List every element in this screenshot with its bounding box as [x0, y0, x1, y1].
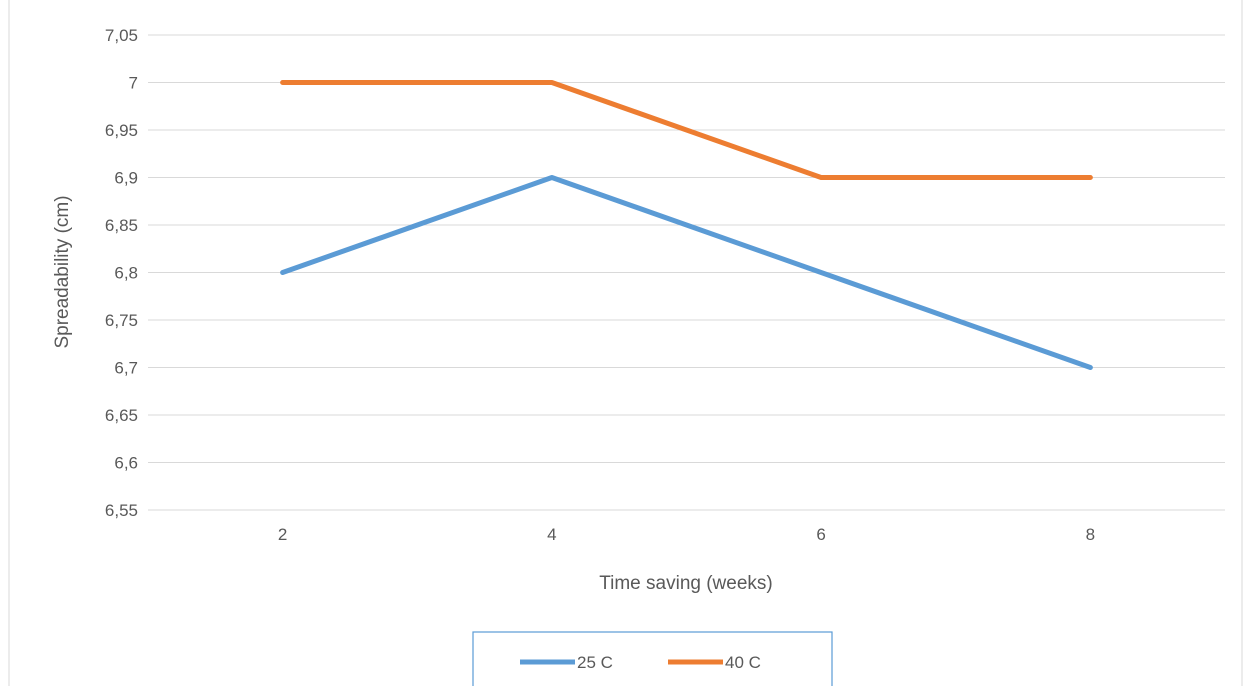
y-tick-label: 7: [129, 74, 138, 93]
legend-label-40c: 40 C: [725, 653, 761, 672]
series-line-40-c: [280, 80, 1093, 180]
y-tick-label: 6,9: [114, 169, 138, 188]
series-line-25-c: [280, 175, 1093, 370]
x-tick-label: 2: [278, 525, 287, 544]
y-axis-title: Spreadability (cm): [52, 195, 73, 348]
x-axis-title: Time saving (weeks): [599, 573, 773, 594]
y-tick-label: 7,05: [105, 26, 138, 45]
y-tick-label: 6,95: [105, 121, 138, 140]
x-tick-label: 6: [816, 525, 825, 544]
x-tick-labels: 2 4 6 8: [278, 525, 1095, 544]
legend-label-25c: 25 C: [577, 653, 613, 672]
y-tick-label: 6,8: [114, 264, 138, 283]
y-tick-label: 6,85: [105, 216, 138, 235]
y-tick-label: 6,55: [105, 501, 138, 520]
y-tick-label: 6,7: [114, 359, 138, 378]
y-tick-label: 6,75: [105, 311, 138, 330]
y-tick-label: 6,65: [105, 406, 138, 425]
x-tick-label: 8: [1086, 525, 1095, 544]
gridlines: [148, 34, 1225, 511]
y-tick-labels: 6,55 6,6 6,65 6,7 6,75 6,8 6,85 6,9 6,95 7 7,05: [105, 26, 138, 520]
series-lines: [280, 80, 1093, 370]
legend-box: [472, 631, 833, 686]
y-tick-label: 6,6: [114, 454, 138, 473]
legend: 25 C 40 C: [472, 631, 833, 686]
x-tick-label: 4: [547, 525, 556, 544]
